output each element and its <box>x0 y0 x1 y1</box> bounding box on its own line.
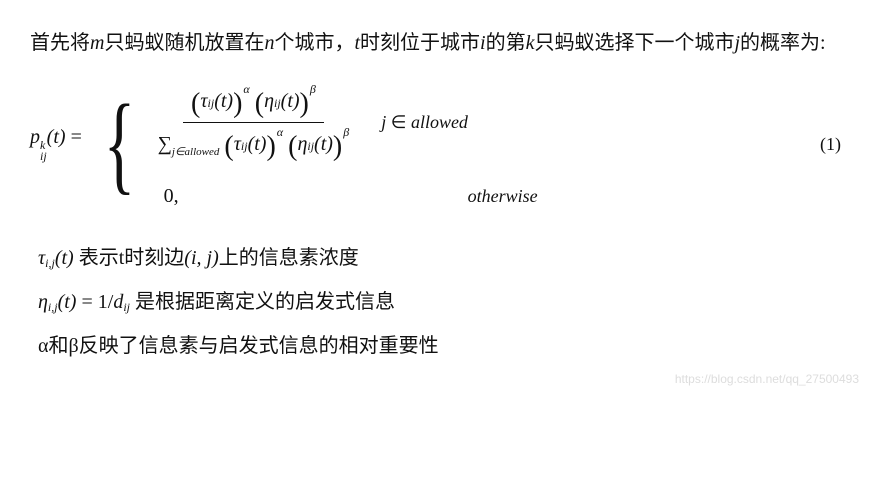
equals: = <box>71 126 82 148</box>
denominator: ∑j∈allowed (τij(t))α (ηij(t))β <box>150 123 358 165</box>
intro-paragraph: 首先将m只蚂蚁随机放置在n个城市，t时刻位于城市i的第k只蚂蚁选择下一个城市j的… <box>30 24 841 62</box>
arg: (t) <box>248 133 267 155</box>
note-eta: ηi,j(t) = 1/dij 是根据距离定义的启发式信息 <box>38 280 841 324</box>
beta-exp: β <box>310 82 316 96</box>
eq: = 1/ <box>76 291 113 313</box>
tau: τ <box>200 90 207 112</box>
arg: (t) <box>214 90 233 112</box>
sigma-sub: j∈allowed <box>172 146 219 158</box>
equation-1: pkij(t)= { (τij(t))α (ηij(t))β ∑j∈allowe… <box>30 80 841 208</box>
allowed: allowed <box>411 112 468 132</box>
watermark: https://blog.csdn.net/qq_27500493 <box>675 372 859 386</box>
otherwise: otherwise <box>468 186 538 207</box>
numerator: (τij(t))α (ηij(t))β <box>183 80 324 123</box>
text: 上的信息素浓度 <box>219 247 359 269</box>
arg: (t) <box>281 90 300 112</box>
text: 个城市， <box>274 32 354 54</box>
case-1: (τij(t))α (ηij(t))β ∑j∈allowed (τij(t))α… <box>150 80 538 165</box>
cases: (τij(t))α (ηij(t))β ∑j∈allowed (τij(t))α… <box>150 80 538 208</box>
eta: η <box>297 133 307 155</box>
alpha-exp: α <box>277 125 283 139</box>
note-tau: τi,j(t) 表示t时刻边(i, j)上的信息素浓度 <box>38 236 841 280</box>
var-m: m <box>90 32 104 54</box>
var-n: n <box>264 32 274 54</box>
sub: i,j <box>45 256 55 270</box>
sub-ij: ij <box>40 151 47 162</box>
case-2: 0, otherwise <box>150 185 538 208</box>
in: ∈ <box>386 112 411 132</box>
text: 是根据距离定义的启发式信息 <box>130 291 395 313</box>
arg: (t) <box>55 247 74 269</box>
eta: η <box>264 90 274 112</box>
d: d <box>113 291 123 313</box>
ij-pair: (i, j) <box>184 247 218 269</box>
arg-t: (t) <box>47 126 66 148</box>
arg: (t) <box>58 291 77 313</box>
text: 表示t时刻边 <box>74 247 185 269</box>
sub: ij <box>274 96 281 110</box>
sub: ij <box>123 300 130 314</box>
tau: τ <box>234 133 241 155</box>
sub: i,j <box>48 300 58 314</box>
text: 首先将 <box>30 32 90 54</box>
notes: τi,j(t) 表示t时刻边(i, j)上的信息素浓度 ηi,j(t) = 1/… <box>30 236 841 368</box>
text: 只蚂蚁随机放置在 <box>104 32 264 54</box>
alpha-exp: α <box>243 82 249 96</box>
arg: (t) <box>314 133 333 155</box>
note-alpha-beta: α和β反映了信息素与启发式信息的相对重要性 <box>38 324 841 368</box>
fraction: (τij(t))α (ηij(t))β ∑j∈allowed (τij(t))α… <box>150 80 358 165</box>
text: 只蚂蚁选择下一个城市 <box>534 32 734 54</box>
beta-exp: β <box>343 125 349 139</box>
sub: ij <box>241 139 248 153</box>
sigma-icon: ∑ <box>158 133 172 155</box>
equation-number: (1) <box>780 134 841 155</box>
condition-allowed: j ∈ allowed <box>381 112 468 133</box>
text: 时刻位于城市 <box>360 32 480 54</box>
text: 的概率为: <box>740 32 826 54</box>
zero: 0, <box>150 185 444 208</box>
left-brace-icon: { <box>103 97 135 191</box>
eta: η <box>38 291 48 313</box>
lhs: pkij(t)= <box>30 126 87 163</box>
text: 的第 <box>486 32 526 54</box>
p: p <box>30 126 40 148</box>
